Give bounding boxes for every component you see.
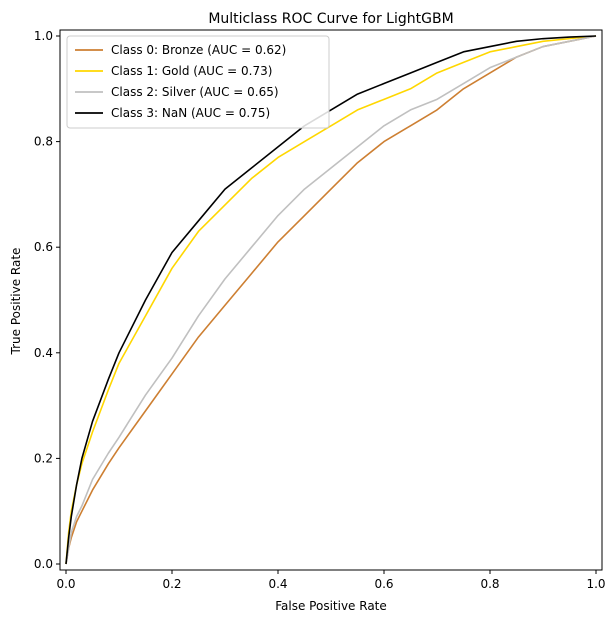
legend-label-0: Class 0: Bronze (AUC = 0.62)	[111, 43, 286, 57]
series-line-1	[65, 35, 597, 565]
x-tick-label: 0.0	[56, 577, 75, 591]
y-axis-ticks: 0.0 0.2 0.4 0.6 0.8 1.0	[34, 29, 60, 571]
legend: Class 0: Bronze (AUC = 0.62) Class 1: Gol…	[66, 35, 330, 129]
series-line-2	[65, 35, 597, 565]
y-tick-label: 1.0	[34, 29, 53, 43]
y-tick-label: 0.4	[34, 346, 53, 360]
x-tick-label: 0.6	[374, 577, 393, 591]
y-tick-label: 0.2	[34, 451, 53, 465]
legend-label-3: Class 3: NaN (AUC = 0.75)	[111, 106, 270, 120]
plot-frame	[59, 29, 603, 571]
x-tick-label: 0.2	[162, 577, 181, 591]
chart-title: Multiclass ROC Curve for LightGBM	[208, 11, 453, 27]
x-axis-label: False Positive Rate	[275, 599, 387, 613]
x-tick-label: 1.0	[586, 577, 605, 591]
series-line-3	[65, 35, 597, 565]
series-layer	[65, 35, 597, 565]
x-tick-label: 0.8	[480, 577, 499, 591]
y-tick-label: 0.0	[34, 557, 53, 571]
legend-label-2: Class 2: Silver (AUC = 0.65)	[111, 85, 279, 99]
y-tick-label: 0.8	[34, 135, 53, 149]
y-axis-label: True Positive Rate	[9, 248, 23, 356]
x-axis-ticks: 0.0 0.2 0.4 0.6 0.8 1.0	[56, 570, 606, 591]
legend-box	[66, 35, 330, 129]
series-line-0	[65, 35, 597, 565]
x-tick-label: 0.4	[268, 577, 287, 591]
legend-label-1: Class 1: Gold (AUC = 0.73)	[111, 64, 272, 78]
y-tick-label: 0.6	[34, 240, 53, 254]
